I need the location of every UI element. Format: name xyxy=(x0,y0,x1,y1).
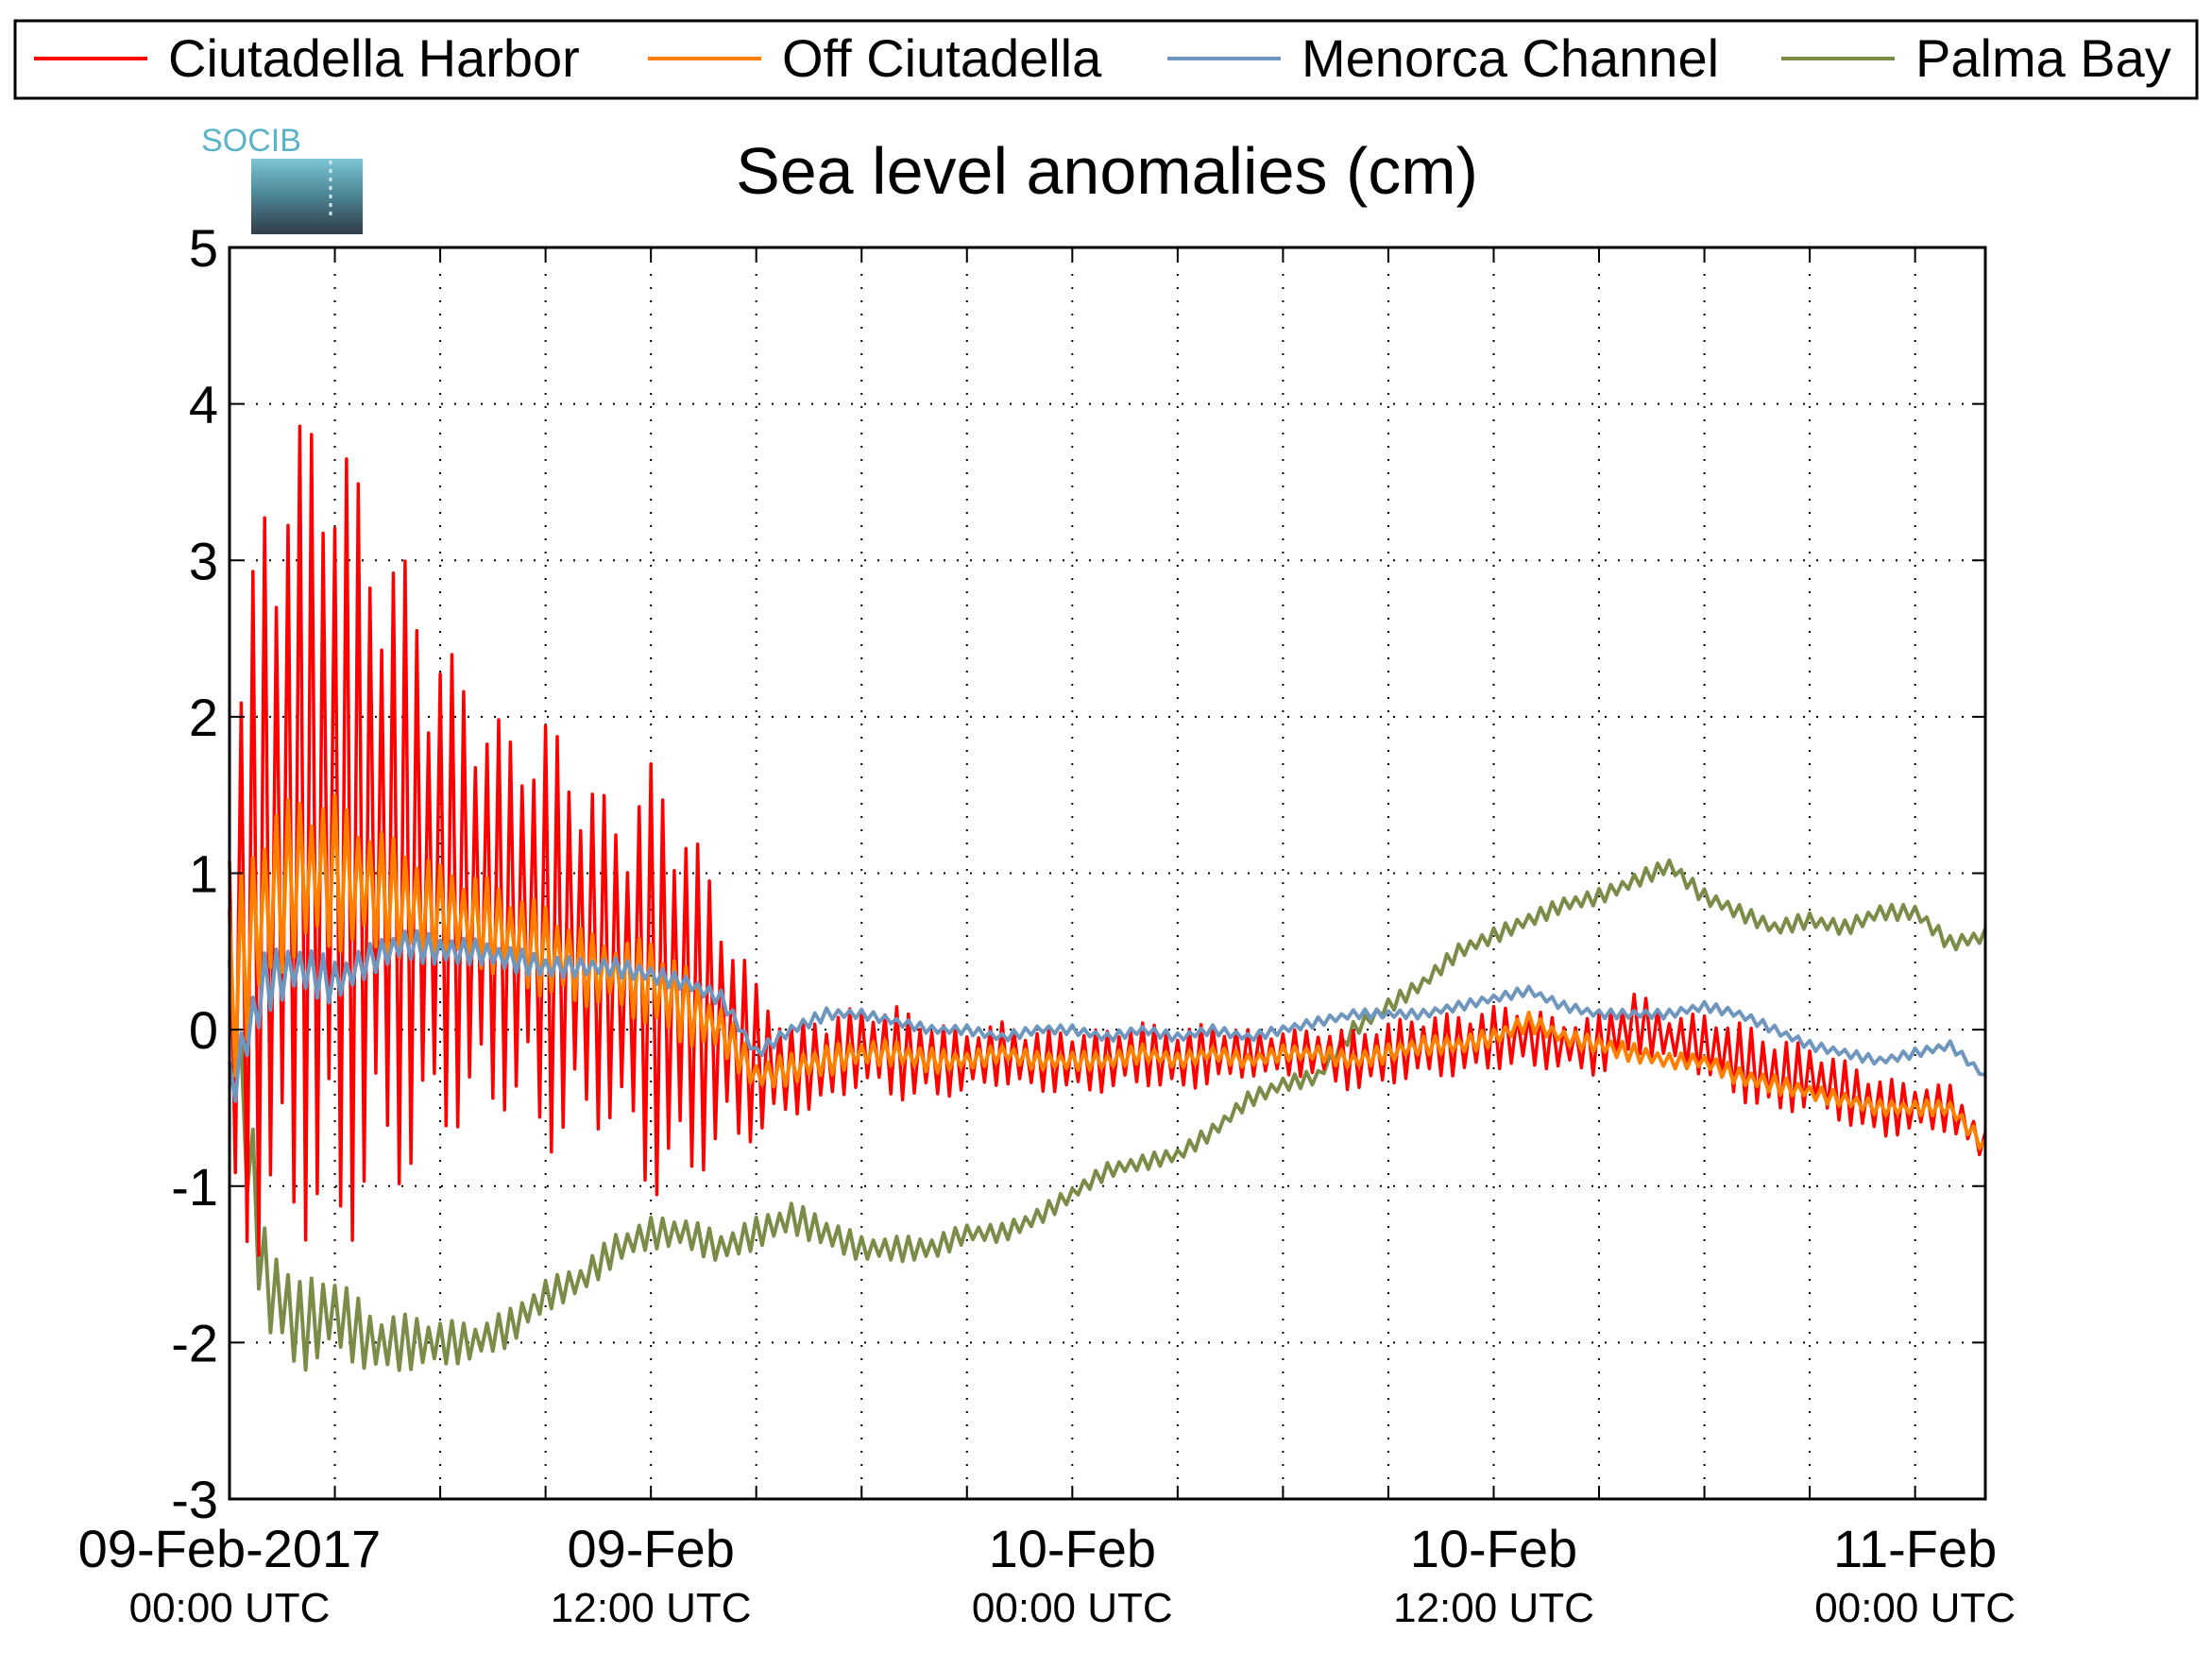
series-line-off-ciutadella xyxy=(228,793,1987,1150)
legend-label: Off Ciutadella xyxy=(782,28,1102,88)
x-tick-date-label: 11-Feb xyxy=(1833,1519,1997,1578)
y-axis-tick-labels: -3 -2 -1 0 1 2 3 4 5 xyxy=(171,218,218,1529)
legend-entry: Menorca Channel xyxy=(1167,28,1719,88)
legend: Ciutadella Harbor Off Ciutadella Menorca C… xyxy=(13,19,2199,100)
socib-logo: SOCIB xyxy=(201,123,363,234)
legend-label: Menorca Channel xyxy=(1302,28,1719,88)
series-line-menorca-channel xyxy=(228,928,1986,1103)
series-layer xyxy=(228,424,1987,1372)
x-tick-date-label: 10-Feb xyxy=(1410,1519,1577,1578)
legend-label: Palma Bay xyxy=(1915,28,2171,88)
x-tick-date-label: 10-Feb xyxy=(989,1519,1156,1578)
y-tick-label: 1 xyxy=(189,844,218,904)
legend-entry: Off Ciutadella xyxy=(648,28,1102,88)
y-tick-label: 2 xyxy=(189,688,218,747)
legend-entry: Ciutadella Harbor xyxy=(34,28,580,88)
logo-wave-icon xyxy=(251,159,363,234)
x-tick-date-label: 09-Feb-2017 xyxy=(78,1519,382,1578)
series-line-palma-bay xyxy=(228,858,1987,1372)
legend-label: Ciutadella Harbor xyxy=(168,28,580,88)
legend-entry: Palma Bay xyxy=(1781,28,2171,88)
chart-title: Sea level anomalies (cm) xyxy=(736,134,1478,208)
x-tick-time-label: 12:00 UTC xyxy=(1393,1585,1594,1631)
y-tick-label: -3 xyxy=(171,1470,218,1529)
y-tick-label: -2 xyxy=(171,1313,218,1372)
y-tick-label: 5 xyxy=(189,218,218,278)
logo-text: SOCIB xyxy=(201,123,301,159)
y-tick-label: 0 xyxy=(189,1000,218,1060)
y-tick-label: -1 xyxy=(171,1157,218,1217)
grid xyxy=(230,247,1985,1499)
x-tick-time-label: 00:00 UTC xyxy=(972,1585,1173,1631)
x-tick-time-label: 00:00 UTC xyxy=(1814,1585,2016,1631)
x-tick-date-label: 09-Feb xyxy=(567,1519,734,1578)
y-tick-label: 3 xyxy=(189,531,218,590)
axis-ticks xyxy=(230,247,1985,1500)
x-axis-tick-labels: 09-Feb-2017 00:00 UTC 09-Feb 12:00 UTC 10-Fe… xyxy=(78,1519,2016,1631)
x-tick-time-label: 12:00 UTC xyxy=(551,1585,752,1631)
y-tick-label: 4 xyxy=(189,375,218,434)
plot-area xyxy=(230,247,1985,1499)
x-tick-time-label: 00:00 UTC xyxy=(129,1585,331,1631)
